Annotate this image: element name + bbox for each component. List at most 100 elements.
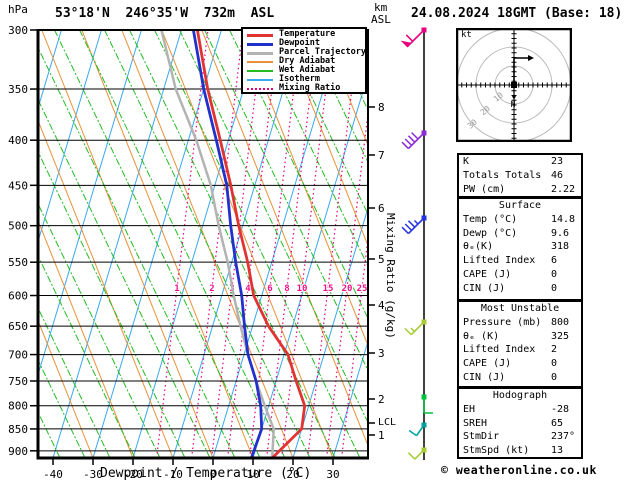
km-tick-label: 3 <box>378 347 385 360</box>
stats-box-hodograph: Hodograph EH -28 SREH 65 StmDir 237° StmSpd (kt… <box>457 387 583 459</box>
isotherm-line <box>252 72 368 458</box>
north-arrow-head <box>511 95 517 100</box>
pressure-tick-label: 450 <box>8 179 28 192</box>
wet-adiabat-line <box>405 30 440 458</box>
wind-barb <box>401 130 427 150</box>
legend-item: Mixing Ratio <box>246 84 365 93</box>
temp-tick-label: -10 <box>163 468 183 481</box>
stats-value: 325 <box>551 330 570 342</box>
wind-barb-feather <box>408 429 417 437</box>
km-unit-label: km <box>374 1 388 14</box>
pressure-tick-label: 700 <box>8 349 28 362</box>
wet-adiabat-line <box>430 30 440 458</box>
stats-box-indices: K 23 Totals Totals 46 PW (cm) 2.22 <box>457 153 583 198</box>
temp-tick-label: 10 <box>246 468 259 481</box>
stats-label: K <box>463 156 470 167</box>
stats-row: Temp (°C) 14.8 <box>459 213 581 227</box>
wind-barb-feather <box>407 135 416 143</box>
wet-adiabat-line <box>179 30 368 424</box>
legend-swatch-solid <box>247 43 273 46</box>
dry-adiabat-line <box>361 30 368 47</box>
copyright: © weatheronline.co.uk <box>441 463 597 477</box>
stats-label: StmDir <box>463 431 500 443</box>
stats-row: Totals Totals 46 <box>459 169 581 183</box>
stats-value: 14.8 <box>551 213 576 225</box>
wind-barb <box>404 319 427 336</box>
wind-barb-half-feather <box>413 219 419 225</box>
wind-barb-feather <box>401 141 409 150</box>
wet-adiabat-line <box>38 254 136 458</box>
wind-barb <box>401 215 427 235</box>
stats-row: CIN (J) 0 <box>459 282 581 296</box>
temp-tick-label: -30 <box>83 468 103 481</box>
wind-barb <box>400 27 427 48</box>
stats-label: Totals Totals <box>463 169 542 181</box>
wet-adiabat-line <box>38 46 236 458</box>
stats-row: K 23 <box>459 155 581 169</box>
stats-value: 0 <box>551 371 558 383</box>
hodograph-unit-label: kt <box>461 30 472 40</box>
stats-label: Temp (°C) <box>463 213 518 225</box>
dry-adiabat-line <box>201 30 368 447</box>
wind-barb-flag <box>400 40 412 47</box>
parcel-trajectory-curve <box>160 30 275 458</box>
dry-adiabat-line <box>38 219 134 458</box>
pressure-tick-label: 750 <box>8 375 28 388</box>
wind-barb <box>408 422 427 437</box>
mixing-ratio-label: 20 <box>342 284 353 294</box>
wet-adiabat-line <box>329 30 368 112</box>
legend-swatch-solid <box>247 52 273 55</box>
wet-adiabat-line <box>79 30 286 458</box>
stats-label: CAPE (J) <box>463 268 512 280</box>
km-tick-label: 8 <box>378 101 385 114</box>
stats-box-most-unstable: Most Unstable Pressure (mb) 800 θₑ (K) 325 Li… <box>457 300 583 388</box>
stats-value: -28 <box>551 403 570 415</box>
dry-adiabat-line <box>41 30 214 458</box>
temp-tick-label: 20 <box>286 468 299 481</box>
legend-swatch-dotted <box>247 88 273 90</box>
stats-label: Pressure (mb) <box>463 316 542 328</box>
pressure-tick-label: 500 <box>8 220 28 233</box>
x-axis-label: Dewpoint / Temperature (°C) <box>100 466 312 481</box>
km-tick-label: 6 <box>378 202 385 215</box>
hodograph-origin-marker <box>511 82 517 88</box>
lcl-label: LCL <box>378 417 397 428</box>
legend-label: Temperature <box>279 29 336 39</box>
dry-adiabat-line <box>38 119 174 458</box>
dry-adiabat-line <box>321 30 368 147</box>
temp-tick-label: 30 <box>326 468 339 481</box>
wet-adiabat-line <box>229 30 368 320</box>
wet-adiabat-line <box>254 30 368 268</box>
wind-barb-feather <box>404 138 413 146</box>
dry-adiabat-line <box>402 30 440 458</box>
legend-label: Wet Adiabat <box>279 65 336 75</box>
wind-barb-feather <box>405 34 414 42</box>
pressure-tick-label: 300 <box>8 24 28 37</box>
mixing-ratio-label: 1 <box>174 284 179 294</box>
wet-adiabat-line <box>279 30 368 216</box>
wind-barb-staff <box>406 29 425 48</box>
stats-value: 46 <box>551 169 564 181</box>
wind-barb-feather <box>407 452 416 460</box>
wet-adiabat-line <box>38 202 161 458</box>
wet-adiabat-line <box>38 150 186 458</box>
legend: Temperature Dewpoint Parcel Trajectory Dry … <box>241 27 367 94</box>
legend-item: Dry Adiabat <box>246 57 365 66</box>
dry-adiabat-line <box>241 30 368 347</box>
pressure-tick-label: 900 <box>8 445 28 458</box>
stats-value: 800 <box>551 316 570 328</box>
pressure-tick-label: 350 <box>8 83 28 96</box>
km-tick-label: 1 <box>378 429 385 442</box>
stats-row: θₑ (K) 325 <box>459 330 581 344</box>
stats-label: StmSpd (kt) <box>463 445 530 457</box>
wet-adiabat-line <box>304 30 368 164</box>
stats-section-title: Most Unstable <box>480 303 560 314</box>
asl-unit-label: ASL <box>371 13 391 26</box>
stats-row: SREH 65 <box>459 417 581 431</box>
isotherm-line <box>332 339 368 458</box>
legend-item: Parcel Trajectory <box>246 48 366 57</box>
stats-row: CAPE (J) 0 <box>459 268 581 282</box>
km-tick-label: 5 <box>378 253 385 266</box>
wind-barb-half-feather <box>410 327 415 333</box>
